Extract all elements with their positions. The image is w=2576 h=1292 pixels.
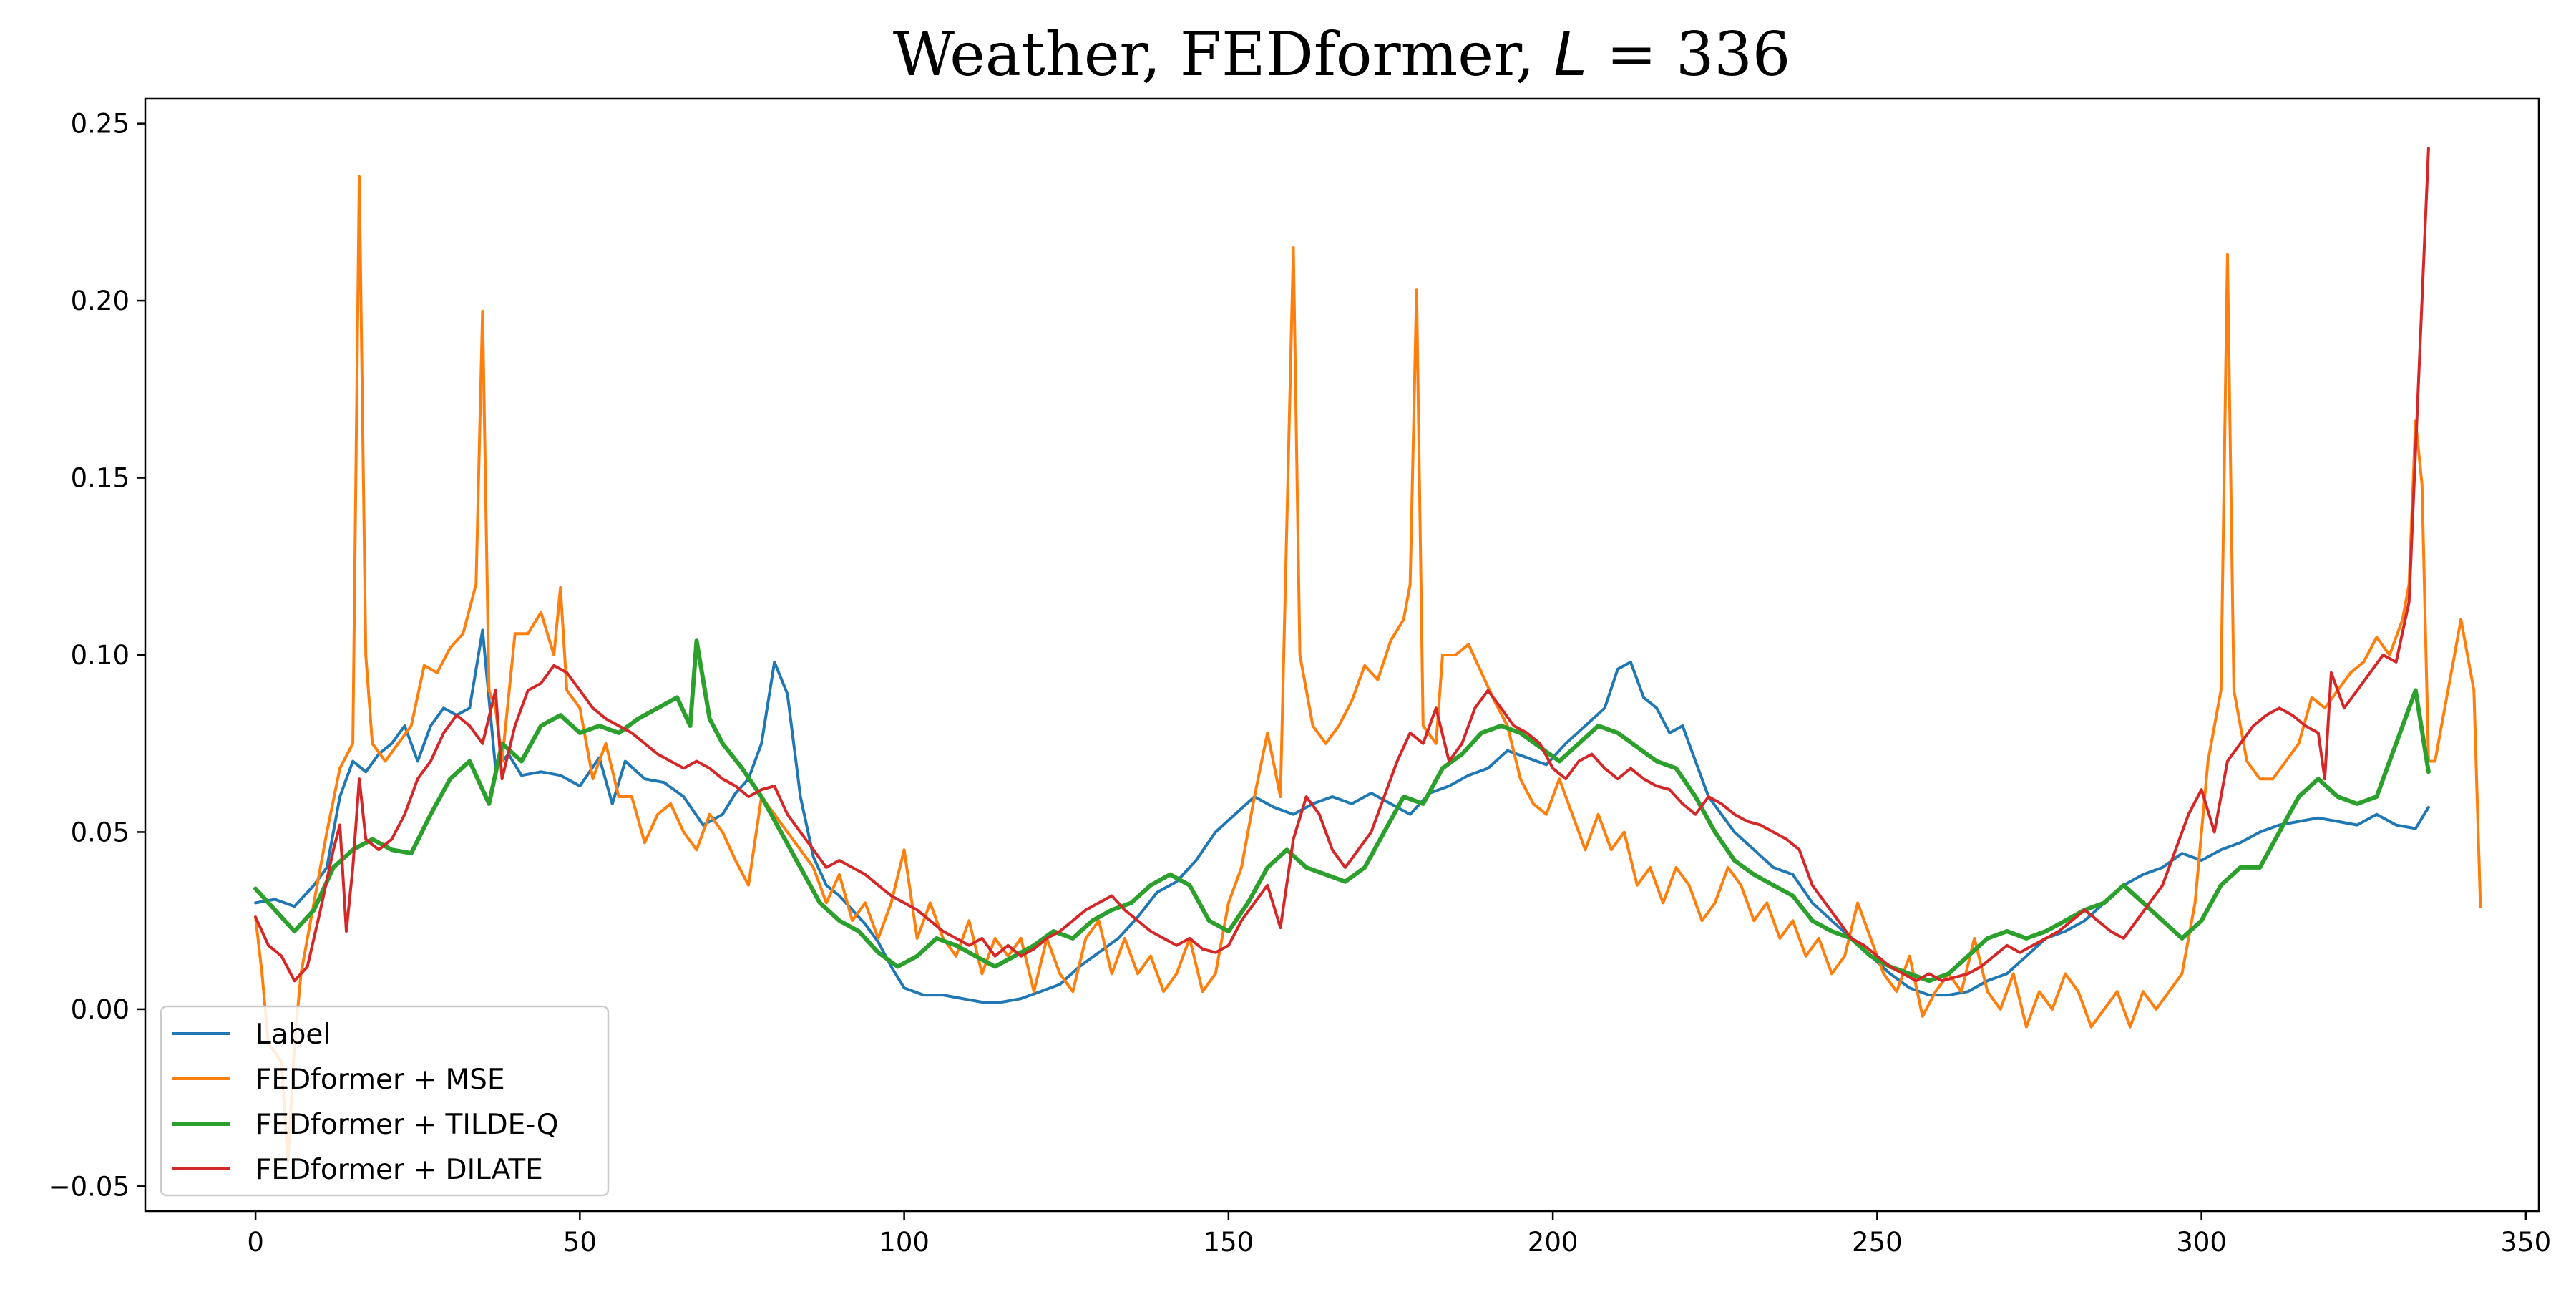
x-tick-label: 50 (563, 1227, 597, 1258)
x-tick-label: 100 (879, 1227, 930, 1258)
y-tick-label: 0.10 (71, 640, 130, 671)
chart-title: Weather, FEDformer, L = 336 (893, 19, 1791, 89)
series-line-fedformer-mse (254, 175, 2482, 1163)
x-tick-label: 200 (1528, 1227, 1579, 1258)
series-line-fedformer-dilate (254, 147, 2430, 983)
y-tick-label: 0.00 (71, 994, 130, 1025)
y-tick-label: 0.20 (71, 286, 130, 316)
legend-label-fedformer-dilate: FEDformer + DILATE (255, 1154, 543, 1186)
x-tick-label: 0 (247, 1227, 264, 1258)
x-tick-label: 250 (1852, 1227, 1903, 1258)
legend-label-fedformer-tilde-q: FEDformer + TILDE-Q (255, 1109, 558, 1141)
legend-label-label: Label (255, 1019, 331, 1051)
legend-label-fedformer-mse: FEDformer + MSE (255, 1064, 505, 1096)
y-tick-label: 0.15 (71, 463, 130, 494)
series-layer (253, 147, 2482, 1163)
chart-title-prefix: Weather, FEDformer, (893, 19, 1554, 89)
chart-title-variable: L (1553, 19, 1587, 89)
x-tick-label: 150 (1204, 1227, 1254, 1258)
x-tick-label: 300 (2176, 1227, 2227, 1258)
chart-title-suffix: = 336 (1587, 19, 1790, 89)
x-tick-label: 350 (2501, 1227, 2552, 1258)
y-tick-label: −0.05 (49, 1171, 130, 1202)
axes-layer: 0 50 100 150 200 250 300 350 −0.05 0.00 0.05 0.10 0.… (49, 97, 2552, 1258)
series-line-fedformer-tilde-q (253, 638, 2431, 983)
y-tick-label: 0.05 (71, 817, 130, 847)
series-line-label (254, 628, 2430, 1004)
legend: Label FEDformer + MSE FEDformer + TILDE-Q F… (160, 1005, 610, 1197)
legend-box (160, 1005, 610, 1197)
y-tick-label: 0.25 (71, 109, 130, 140)
